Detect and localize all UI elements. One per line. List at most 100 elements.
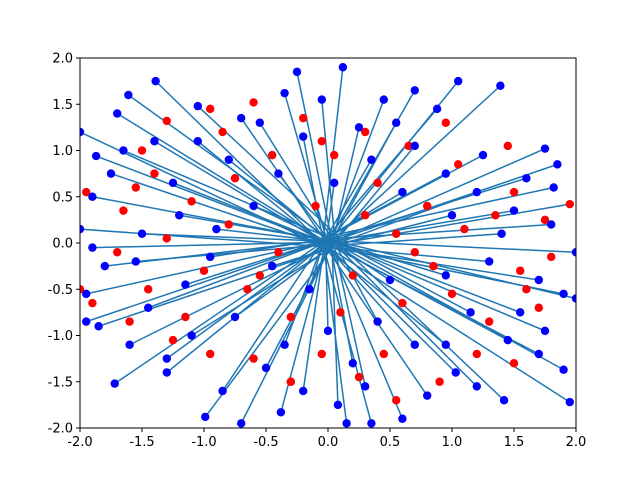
blue-point-16 <box>559 365 568 374</box>
red-point-43 <box>311 201 320 211</box>
blue-point-54 <box>100 261 110 271</box>
blue-point-90 <box>187 331 196 340</box>
blue-point-51 <box>305 285 314 294</box>
x-axis: -2.0 -1.5 -1.0 -0.5 0.0 0.5 1.0 1.5 2.0 <box>67 428 586 450</box>
segment-line-35 <box>228 159 326 239</box>
segment-line-14 <box>331 203 570 246</box>
y-tick-label-6: 1.0 <box>52 144 73 159</box>
red-point-46 <box>348 271 357 280</box>
blue-point-68 <box>106 169 116 178</box>
blue-point-76 <box>398 187 407 197</box>
blue-point-69 <box>410 86 419 95</box>
segment-line-37 <box>323 159 373 242</box>
red-point-40 <box>162 234 171 243</box>
y-tick-label-3: -0.5 <box>48 283 73 298</box>
blue-point-86 <box>255 118 264 127</box>
red-point-15 <box>392 396 401 405</box>
x-tick-label-6: 1.0 <box>442 435 463 450</box>
segment-line-68 <box>147 240 326 309</box>
blue-point-5 <box>317 95 326 104</box>
blue-point-43 <box>206 252 215 262</box>
blue-point-94 <box>509 206 519 215</box>
blue-point-14 <box>559 289 568 299</box>
segment-line-72 <box>197 140 325 246</box>
segment-line-19 <box>323 244 571 403</box>
segment-line-39 <box>321 154 484 241</box>
segment-line-81 <box>271 246 332 267</box>
segment-line-49 <box>116 112 323 240</box>
red-point-52 <box>88 298 97 308</box>
blue-point-45 <box>354 123 364 132</box>
x-tick-label-3: -0.5 <box>253 435 278 450</box>
red-point-50 <box>503 141 512 151</box>
blue-point-13 <box>571 248 576 257</box>
red-point-26 <box>150 169 159 178</box>
red-point-1 <box>162 116 171 126</box>
red-point-54 <box>168 335 178 345</box>
segment-line-76 <box>321 172 447 240</box>
red-point-30 <box>330 150 339 160</box>
y-tick-label-4: 0.0 <box>52 237 73 252</box>
segment-line-44 <box>329 245 354 364</box>
blue-point-73 <box>342 419 351 428</box>
blue-point-44 <box>299 132 308 141</box>
red-point-45 <box>410 248 419 257</box>
red-point-56 <box>379 349 388 359</box>
blue-point-50 <box>373 317 382 326</box>
blue-point-24 <box>110 379 119 388</box>
segment-line-98 <box>240 238 335 424</box>
blue-point-2 <box>151 76 160 86</box>
y-tick-label-1: -1.5 <box>48 375 73 390</box>
blue-point-26 <box>82 289 91 299</box>
segment-line-86 <box>325 247 447 346</box>
segment-line-65 <box>265 244 332 369</box>
x-tick-label-1: -1.5 <box>129 435 154 450</box>
y-tick-label-7: 1.5 <box>52 98 73 113</box>
blue-point-65 <box>516 308 525 317</box>
segment-line-38 <box>329 145 416 249</box>
red-point-35 <box>398 298 407 308</box>
blue-point-36 <box>410 340 419 349</box>
red-point-37 <box>286 312 295 322</box>
segment-line-2 <box>155 80 323 244</box>
blue-point-52 <box>218 386 227 396</box>
red-point-6 <box>454 160 463 169</box>
blue-point-55 <box>80 127 85 137</box>
blue-point-78 <box>268 261 277 271</box>
blue-point-62 <box>212 224 221 234</box>
red-point-61 <box>131 183 140 192</box>
red-point-7 <box>509 187 519 197</box>
red-point-41 <box>137 146 147 155</box>
blue-point-20 <box>333 400 343 410</box>
segment-line-24 <box>330 238 339 405</box>
segment-line-6 <box>321 99 337 246</box>
segment-line-61 <box>331 240 478 387</box>
segment-line-93 <box>324 90 416 248</box>
blue-point-53 <box>144 303 153 312</box>
red-point-5 <box>404 141 413 151</box>
red-point-42 <box>230 174 240 183</box>
blue-point-96 <box>398 414 407 423</box>
blue-point-92 <box>150 137 159 146</box>
segment-line-0 <box>95 155 335 248</box>
segment-line-99 <box>129 246 326 346</box>
segment-line-87 <box>333 240 521 314</box>
red-point-0 <box>206 104 215 114</box>
red-point-49 <box>565 199 574 209</box>
blue-point-71 <box>571 294 576 303</box>
blue-point-7 <box>379 95 388 104</box>
red-point-32 <box>423 201 432 211</box>
red-point-62 <box>317 137 326 146</box>
blue-point-67 <box>82 317 91 326</box>
red-point-31 <box>373 178 382 188</box>
segment-line-15 <box>321 239 576 253</box>
blue-point-48 <box>534 275 543 285</box>
y-axis: -2.0 -1.5 -1.0 -0.5 0.0 0.5 1.0 1.5 2.0 <box>48 52 80 437</box>
red-point-44 <box>361 211 370 220</box>
blue-point-3 <box>193 101 202 111</box>
red-point-55 <box>286 377 295 386</box>
red-point-9 <box>516 266 525 275</box>
x-tick-label-0: -2.0 <box>67 435 92 450</box>
segment-line-18 <box>332 241 564 371</box>
segment-line-90 <box>85 237 334 323</box>
